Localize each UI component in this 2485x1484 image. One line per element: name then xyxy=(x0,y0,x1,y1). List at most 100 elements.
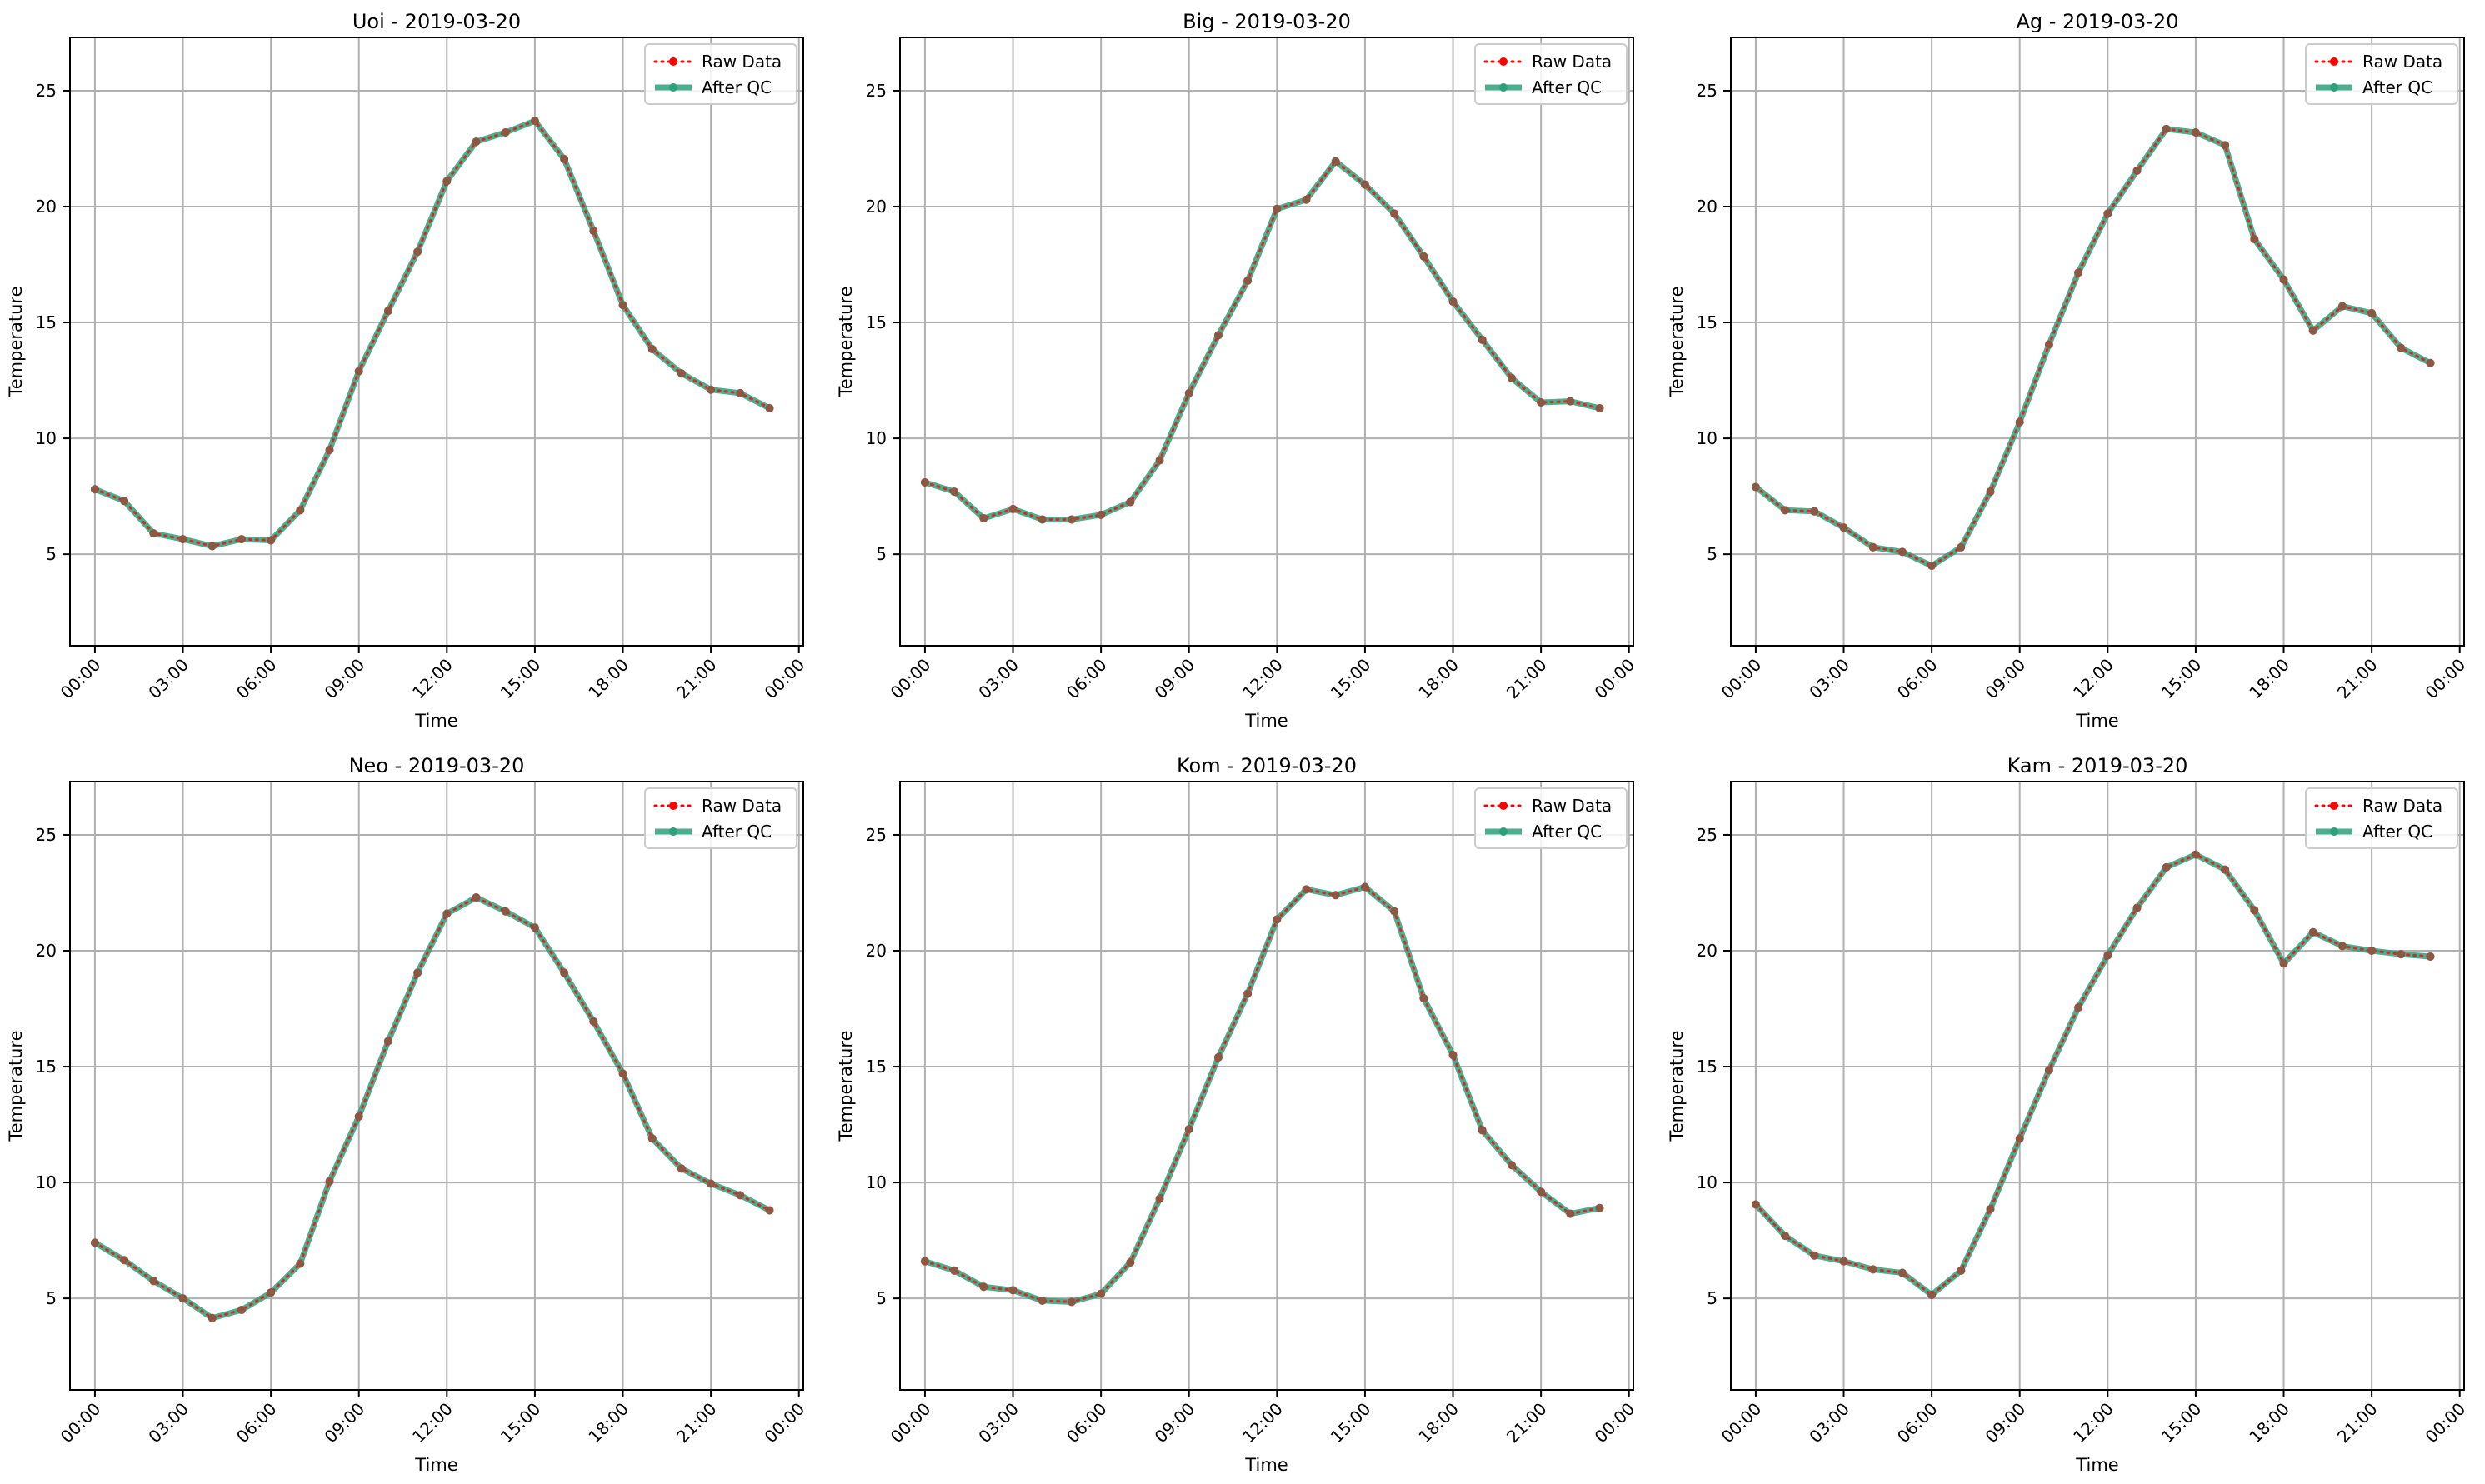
x-tick-label: 21:00 xyxy=(2333,655,2382,703)
after-qc-point xyxy=(1957,542,1966,552)
after-qc-point xyxy=(736,1191,745,1200)
after-qc-point xyxy=(2132,166,2142,175)
legend-qc-marker xyxy=(669,827,678,836)
after-qc-point xyxy=(383,307,392,316)
after-qc-point xyxy=(736,388,745,397)
after-qc-point xyxy=(1243,989,1252,998)
series-line-after-qc xyxy=(922,884,1603,1305)
after-qc-point xyxy=(979,1282,988,1292)
x-tick-label: 12:00 xyxy=(1238,655,1287,703)
after-qc-point xyxy=(1898,547,1907,557)
y-axis-label: Temperature xyxy=(6,286,26,397)
after-qc-point xyxy=(648,345,657,354)
after-qc-point xyxy=(1302,885,1311,894)
after-qc-point xyxy=(90,1238,99,1247)
after-qc-point xyxy=(618,301,628,310)
after-qc-point xyxy=(920,477,929,487)
after-qc-point xyxy=(208,542,217,551)
y-tick-label: 15 xyxy=(1697,1057,1718,1077)
after-qc-point xyxy=(472,893,481,902)
after-qc-point xyxy=(1067,1297,1076,1307)
after-qc-point xyxy=(920,1257,929,1266)
after-qc-point xyxy=(2074,268,2083,277)
after-qc-point xyxy=(2338,302,2347,311)
plot-frame xyxy=(69,781,804,1391)
y-axis-label: Temperature xyxy=(1667,1030,1687,1142)
after-qc-point xyxy=(1213,331,1222,340)
after-qc-point xyxy=(237,1306,246,1315)
x-tick-label: 06:00 xyxy=(232,655,281,703)
x-axis-label: Time xyxy=(2075,711,2118,731)
after-qc-point xyxy=(2397,343,2406,352)
x-tick-label: 12:00 xyxy=(408,655,457,703)
legend-qc-label: After QC xyxy=(702,822,772,842)
y-tick-label: 15 xyxy=(36,312,57,332)
after-qc-point xyxy=(2426,358,2435,367)
after-qc-point xyxy=(1957,1266,1966,1275)
x-tick-label: 09:00 xyxy=(1982,655,2030,703)
legend-raw-marker xyxy=(2330,57,2338,66)
y-tick-label: 5 xyxy=(876,544,887,564)
y-tick-label: 20 xyxy=(36,941,57,961)
y-tick-label: 20 xyxy=(36,197,57,217)
after-qc-point xyxy=(413,247,422,257)
y-tick-label: 10 xyxy=(866,1172,887,1192)
after-qc-point xyxy=(413,968,422,977)
after-qc-point xyxy=(707,385,716,394)
y-tick-label: 25 xyxy=(1697,81,1718,101)
after-qc-point xyxy=(1478,1126,1487,1135)
legend-qc-label: After QC xyxy=(2362,77,2432,97)
after-qc-point xyxy=(1390,907,1399,916)
legend-qc-label: After QC xyxy=(702,77,772,97)
plot-frame xyxy=(1730,781,2465,1391)
x-tick-label: 00:00 xyxy=(761,655,809,703)
legend-raw-marker xyxy=(1499,57,1508,66)
after-qc-point xyxy=(1507,1161,1516,1170)
x-tick-label: 09:00 xyxy=(1151,655,1199,703)
x-tick-label: 03:00 xyxy=(974,655,1022,703)
after-qc-point xyxy=(1566,1209,1575,1218)
series-line-after-qc xyxy=(1752,852,2434,1298)
plot-frame xyxy=(899,781,1634,1391)
after-qc-point xyxy=(1184,1125,1193,1134)
after-qc-point xyxy=(90,485,99,494)
after-qc-point xyxy=(1272,915,1282,924)
after-qc-point xyxy=(1839,523,1848,532)
after-qc-point xyxy=(1243,277,1252,285)
after-qc-point xyxy=(1986,1205,1995,1214)
x-axis-label: Time xyxy=(414,711,458,731)
after-qc-point xyxy=(1898,1268,1907,1277)
after-qc-point xyxy=(2044,340,2053,349)
after-qc-point xyxy=(1331,891,1340,900)
y-tick-label: 10 xyxy=(36,428,57,448)
after-qc-point xyxy=(1595,1203,1604,1212)
after-qc-point xyxy=(1928,1290,1937,1299)
y-axis-label: Temperature xyxy=(1667,286,1687,397)
chart-panel: Kam - 2019-03-20 00:00 03:00 06:00 09:00 12:0… xyxy=(1667,754,2469,1475)
legend-raw-marker xyxy=(669,57,678,66)
after-qc-point xyxy=(1537,1187,1546,1197)
after-qc-point xyxy=(442,909,452,918)
after-qc-point xyxy=(1360,180,1369,189)
x-tick-label: 21:00 xyxy=(672,1399,721,1447)
series-line-raw-data xyxy=(1754,852,2432,1297)
chart-title: Neo - 2019-03-20 xyxy=(349,754,525,777)
after-qc-point xyxy=(1986,487,1995,497)
chart-title: Uoi - 2019-03-20 xyxy=(352,10,521,33)
after-qc-point xyxy=(354,367,363,376)
y-tick-label: 5 xyxy=(1707,1288,1718,1308)
after-qc-point xyxy=(1537,398,1546,407)
after-qc-point xyxy=(1839,1257,1848,1266)
y-axis-label: Temperature xyxy=(836,1030,856,1142)
x-tick-label: 15:00 xyxy=(1327,655,1375,703)
y-tick-label: 15 xyxy=(36,1057,57,1077)
after-qc-point xyxy=(2103,209,2112,218)
x-tick-label: 18:00 xyxy=(2245,1399,2293,1447)
after-qc-point xyxy=(1008,504,1018,513)
after-qc-point xyxy=(2015,417,2024,427)
after-qc-point xyxy=(2044,1066,2053,1075)
after-qc-point xyxy=(2221,141,2230,150)
y-axis-label: Temperature xyxy=(6,1030,26,1142)
y-axis-label: Temperature xyxy=(836,286,856,397)
